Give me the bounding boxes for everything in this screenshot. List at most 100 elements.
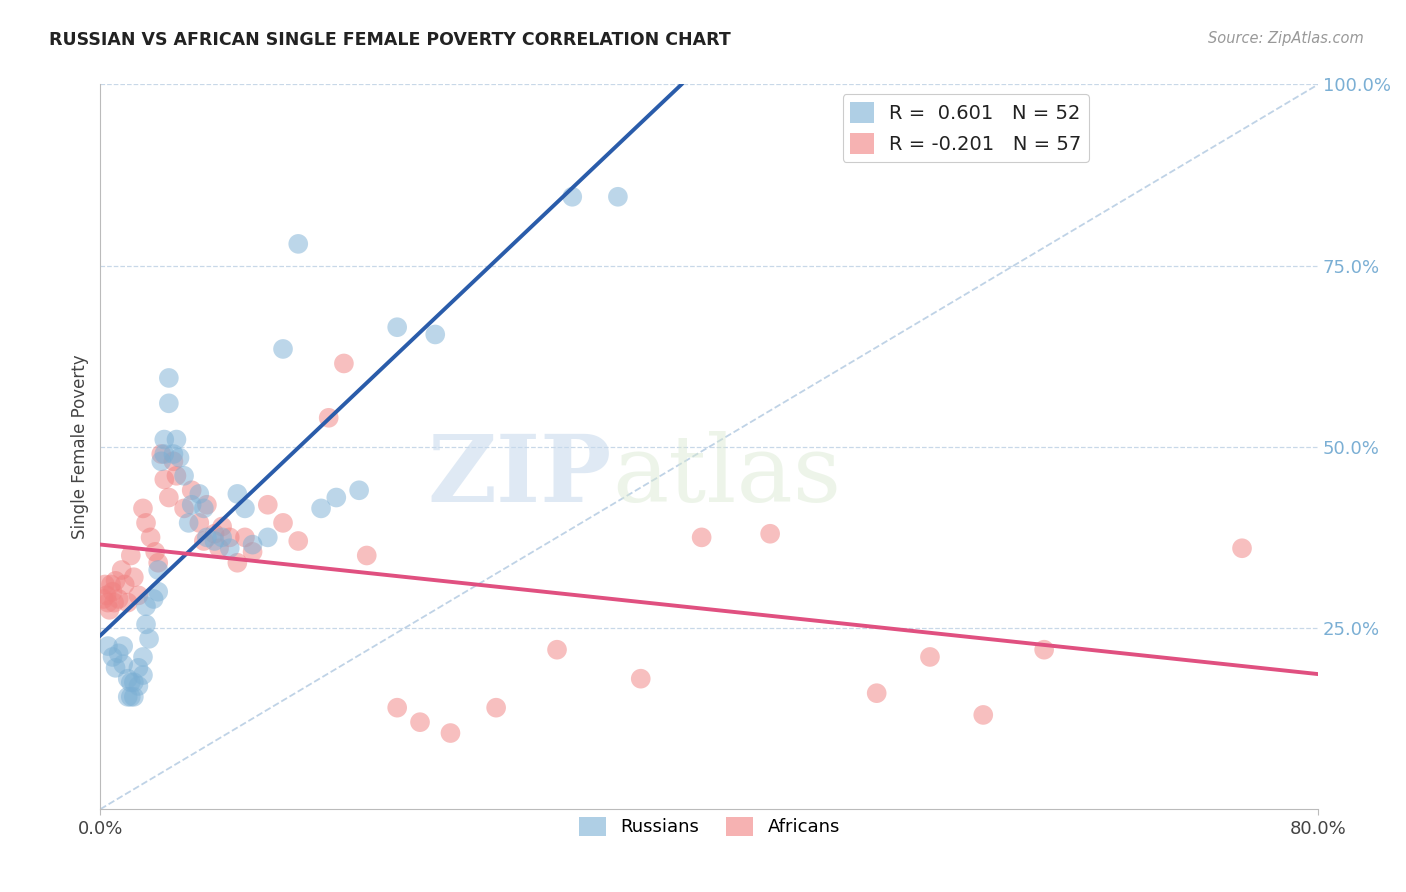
Point [385,320,408,334]
Point [211,519,233,533]
Point [309,501,332,516]
Point [127,588,149,602]
Point [143,545,166,559]
Point [107,646,129,660]
Point [97,596,120,610]
Point [211,530,233,544]
Point [204,526,226,541]
Legend: Russians, Africans: Russians, Africans [571,810,848,844]
Point [193,534,215,549]
Point [193,501,215,516]
Point [218,541,240,556]
Point [485,700,508,714]
Point [97,639,120,653]
Point [132,649,155,664]
Point [233,530,256,544]
Point [112,657,135,672]
Point [204,534,226,549]
Text: Source: ZipAtlas.com: Source: ZipAtlas.com [1208,31,1364,46]
Point [173,501,195,516]
Point [150,447,173,461]
Point [104,661,127,675]
Point [690,530,713,544]
Point [166,433,188,447]
Point [142,591,165,606]
Point [157,371,180,385]
Point [218,530,240,544]
Point [271,342,294,356]
Point [385,700,408,714]
Point [127,661,149,675]
Point [93,591,115,606]
Point [153,433,176,447]
Y-axis label: Single Female Poverty: Single Female Poverty [72,354,89,539]
Point [242,545,264,559]
Point [226,487,249,501]
Point [120,690,142,704]
Point [271,516,294,530]
Point [127,679,149,693]
Point [157,396,180,410]
Point [139,530,162,544]
Point [132,668,155,682]
Point [162,454,184,468]
Point [195,530,218,544]
Point [157,491,180,505]
Point [135,599,157,614]
Point [122,675,145,690]
Point [195,498,218,512]
Point [120,549,142,563]
Point [169,450,191,465]
Point [188,487,211,501]
Point [153,472,176,486]
Point [425,327,447,342]
Point [866,686,889,700]
Point [561,190,583,204]
Point [256,498,278,512]
Point [242,538,264,552]
Point [101,584,124,599]
Point [1033,642,1056,657]
Point [111,563,134,577]
Point [1230,541,1253,556]
Point [148,563,170,577]
Point [96,588,118,602]
Point [117,596,139,610]
Point [104,574,127,588]
Point [409,715,432,730]
Point [188,516,211,530]
Point [177,516,200,530]
Point [546,642,568,657]
Point [318,410,340,425]
Point [287,534,309,549]
Point [132,501,155,516]
Point [972,707,994,722]
Point [135,516,157,530]
Point [150,454,173,468]
Point [94,577,117,591]
Point [98,603,121,617]
Point [138,632,160,646]
Point [347,483,370,498]
Point [356,549,378,563]
Point [226,556,249,570]
Point [148,556,170,570]
Point [180,498,202,512]
Point [153,447,176,461]
Point [120,675,142,690]
Point [112,639,135,653]
Point [101,649,124,664]
Point [103,596,125,610]
Point [325,491,347,505]
Point [148,584,170,599]
Point [759,526,782,541]
Point [630,672,652,686]
Point [180,483,202,498]
Point [135,617,157,632]
Text: atlas: atlas [612,431,841,521]
Text: ZIP: ZIP [427,431,612,521]
Point [117,672,139,686]
Point [166,468,188,483]
Point [208,541,231,556]
Point [233,501,256,516]
